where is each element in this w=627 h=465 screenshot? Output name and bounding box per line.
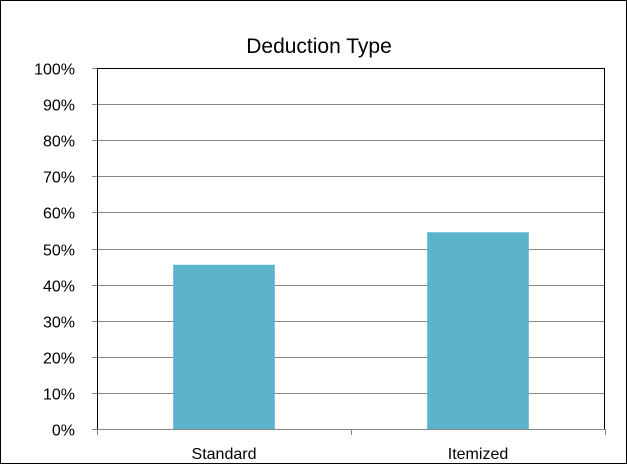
y-tick-label: 10% (43, 387, 75, 404)
y-tick-label: 100% (34, 62, 75, 79)
bar-itemized (427, 232, 529, 429)
bar-standard (173, 264, 275, 429)
y-tick-label: 40% (43, 279, 75, 296)
y-tick-label: 50% (43, 243, 75, 260)
y-tick-label: 70% (43, 170, 75, 187)
y-tick-label: 90% (43, 98, 75, 115)
axes (92, 68, 606, 435)
y-tick-label: 0% (52, 423, 75, 440)
y-tick-label: 60% (43, 206, 75, 223)
x-tick-label: Itemized (448, 446, 508, 463)
chart-title: Deduction Type (246, 35, 392, 58)
y-tick-label: 80% (43, 134, 75, 151)
x-tick-label: Standard (192, 446, 257, 463)
x-axis-tick-labels: Standard Itemized (192, 446, 509, 463)
bars (173, 232, 529, 429)
y-tick-label: 30% (43, 315, 75, 332)
y-tick-label: 20% (43, 351, 75, 368)
y-axis-tick-labels: 0% 10% 20% 30% 40% 50% 60% 70% 80% 90% 100% (34, 62, 75, 440)
